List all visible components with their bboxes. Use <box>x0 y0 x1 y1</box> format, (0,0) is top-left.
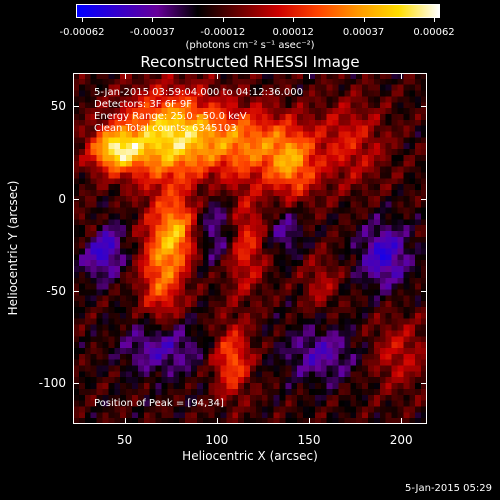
colorbar-tick-mark <box>293 18 295 22</box>
x-tick-mark <box>309 418 310 424</box>
x-tick-label: 150 <box>297 433 321 447</box>
energy-range-label: Energy Range: 25.0 - 50.0 keV <box>94 111 247 122</box>
x-tick-mark <box>124 73 126 79</box>
x-tick-label: 200 <box>389 433 413 447</box>
y-axis-label: Heliocentric Y (arcsec) <box>6 180 20 316</box>
time-range-label: 5-Jan-2015 03:59:04.000 to 04:12:36.000 <box>94 87 303 98</box>
x-tick-mark <box>309 73 310 79</box>
y-tick-mark <box>73 106 79 108</box>
colorbar-tick-mark <box>363 18 365 22</box>
colorbar-tick-mark <box>82 18 83 22</box>
y-tick-label: -100 <box>38 376 66 391</box>
x-tick-label: 100 <box>205 433 229 447</box>
y-tick-mark <box>73 290 79 292</box>
colorbar-tick-label: -0.00062 <box>59 27 105 38</box>
x-tick-mark <box>216 418 218 424</box>
y-tick-label: -50 <box>46 283 66 298</box>
heatmap-image <box>73 73 427 424</box>
plot-area: 5-Jan-2015 03:59:04.000 to 04:12:36.000 … <box>73 73 427 424</box>
plot-frame <box>73 73 427 424</box>
x-tick-mark <box>124 418 126 424</box>
y-tick-mark <box>73 198 79 200</box>
y-tick-mark <box>421 383 427 385</box>
colorbar <box>76 4 440 18</box>
colorbar-units: (photons cm⁻² s⁻¹ asec⁻²) <box>185 40 315 51</box>
y-tick-mark <box>421 198 427 200</box>
chart-title: Reconstructed RHESSI Image <box>140 53 360 71</box>
colorbar-tick-label: 0.00012 <box>272 27 314 38</box>
x-tick-label: 50 <box>116 433 133 447</box>
colorbar-tick-mark <box>152 18 154 22</box>
x-tick-mark <box>401 73 403 79</box>
y-tick-mark <box>73 383 79 385</box>
y-tick-mark <box>421 290 427 292</box>
y-tick-mark <box>421 106 427 108</box>
clean-counts-label: Clean Total counts: 6345103 <box>94 123 237 134</box>
x-tick-mark <box>401 418 403 424</box>
detectors-label: Detectors: 3F 6F 9F <box>94 99 193 110</box>
x-axis-label: Heliocentric X (arcsec) <box>182 449 318 463</box>
colorbar-tick-label: 0.00062 <box>413 27 455 38</box>
colorbar-tick-label: -0.00037 <box>129 27 175 38</box>
colorbar-tick-label: 0.00037 <box>342 27 385 38</box>
x-tick-mark <box>216 73 218 79</box>
colorbar-tick-label: -0.00012 <box>200 27 246 38</box>
footer-date: 5-Jan-2015 05:29 <box>405 483 492 494</box>
colorbar-tick-mark <box>434 18 435 22</box>
peak-position-label: Position of Peak = [94,34] <box>94 398 224 409</box>
colorbar-tick-mark <box>222 18 224 22</box>
y-tick-label: 50 <box>50 99 66 114</box>
y-tick-label: 0 <box>58 191 66 206</box>
